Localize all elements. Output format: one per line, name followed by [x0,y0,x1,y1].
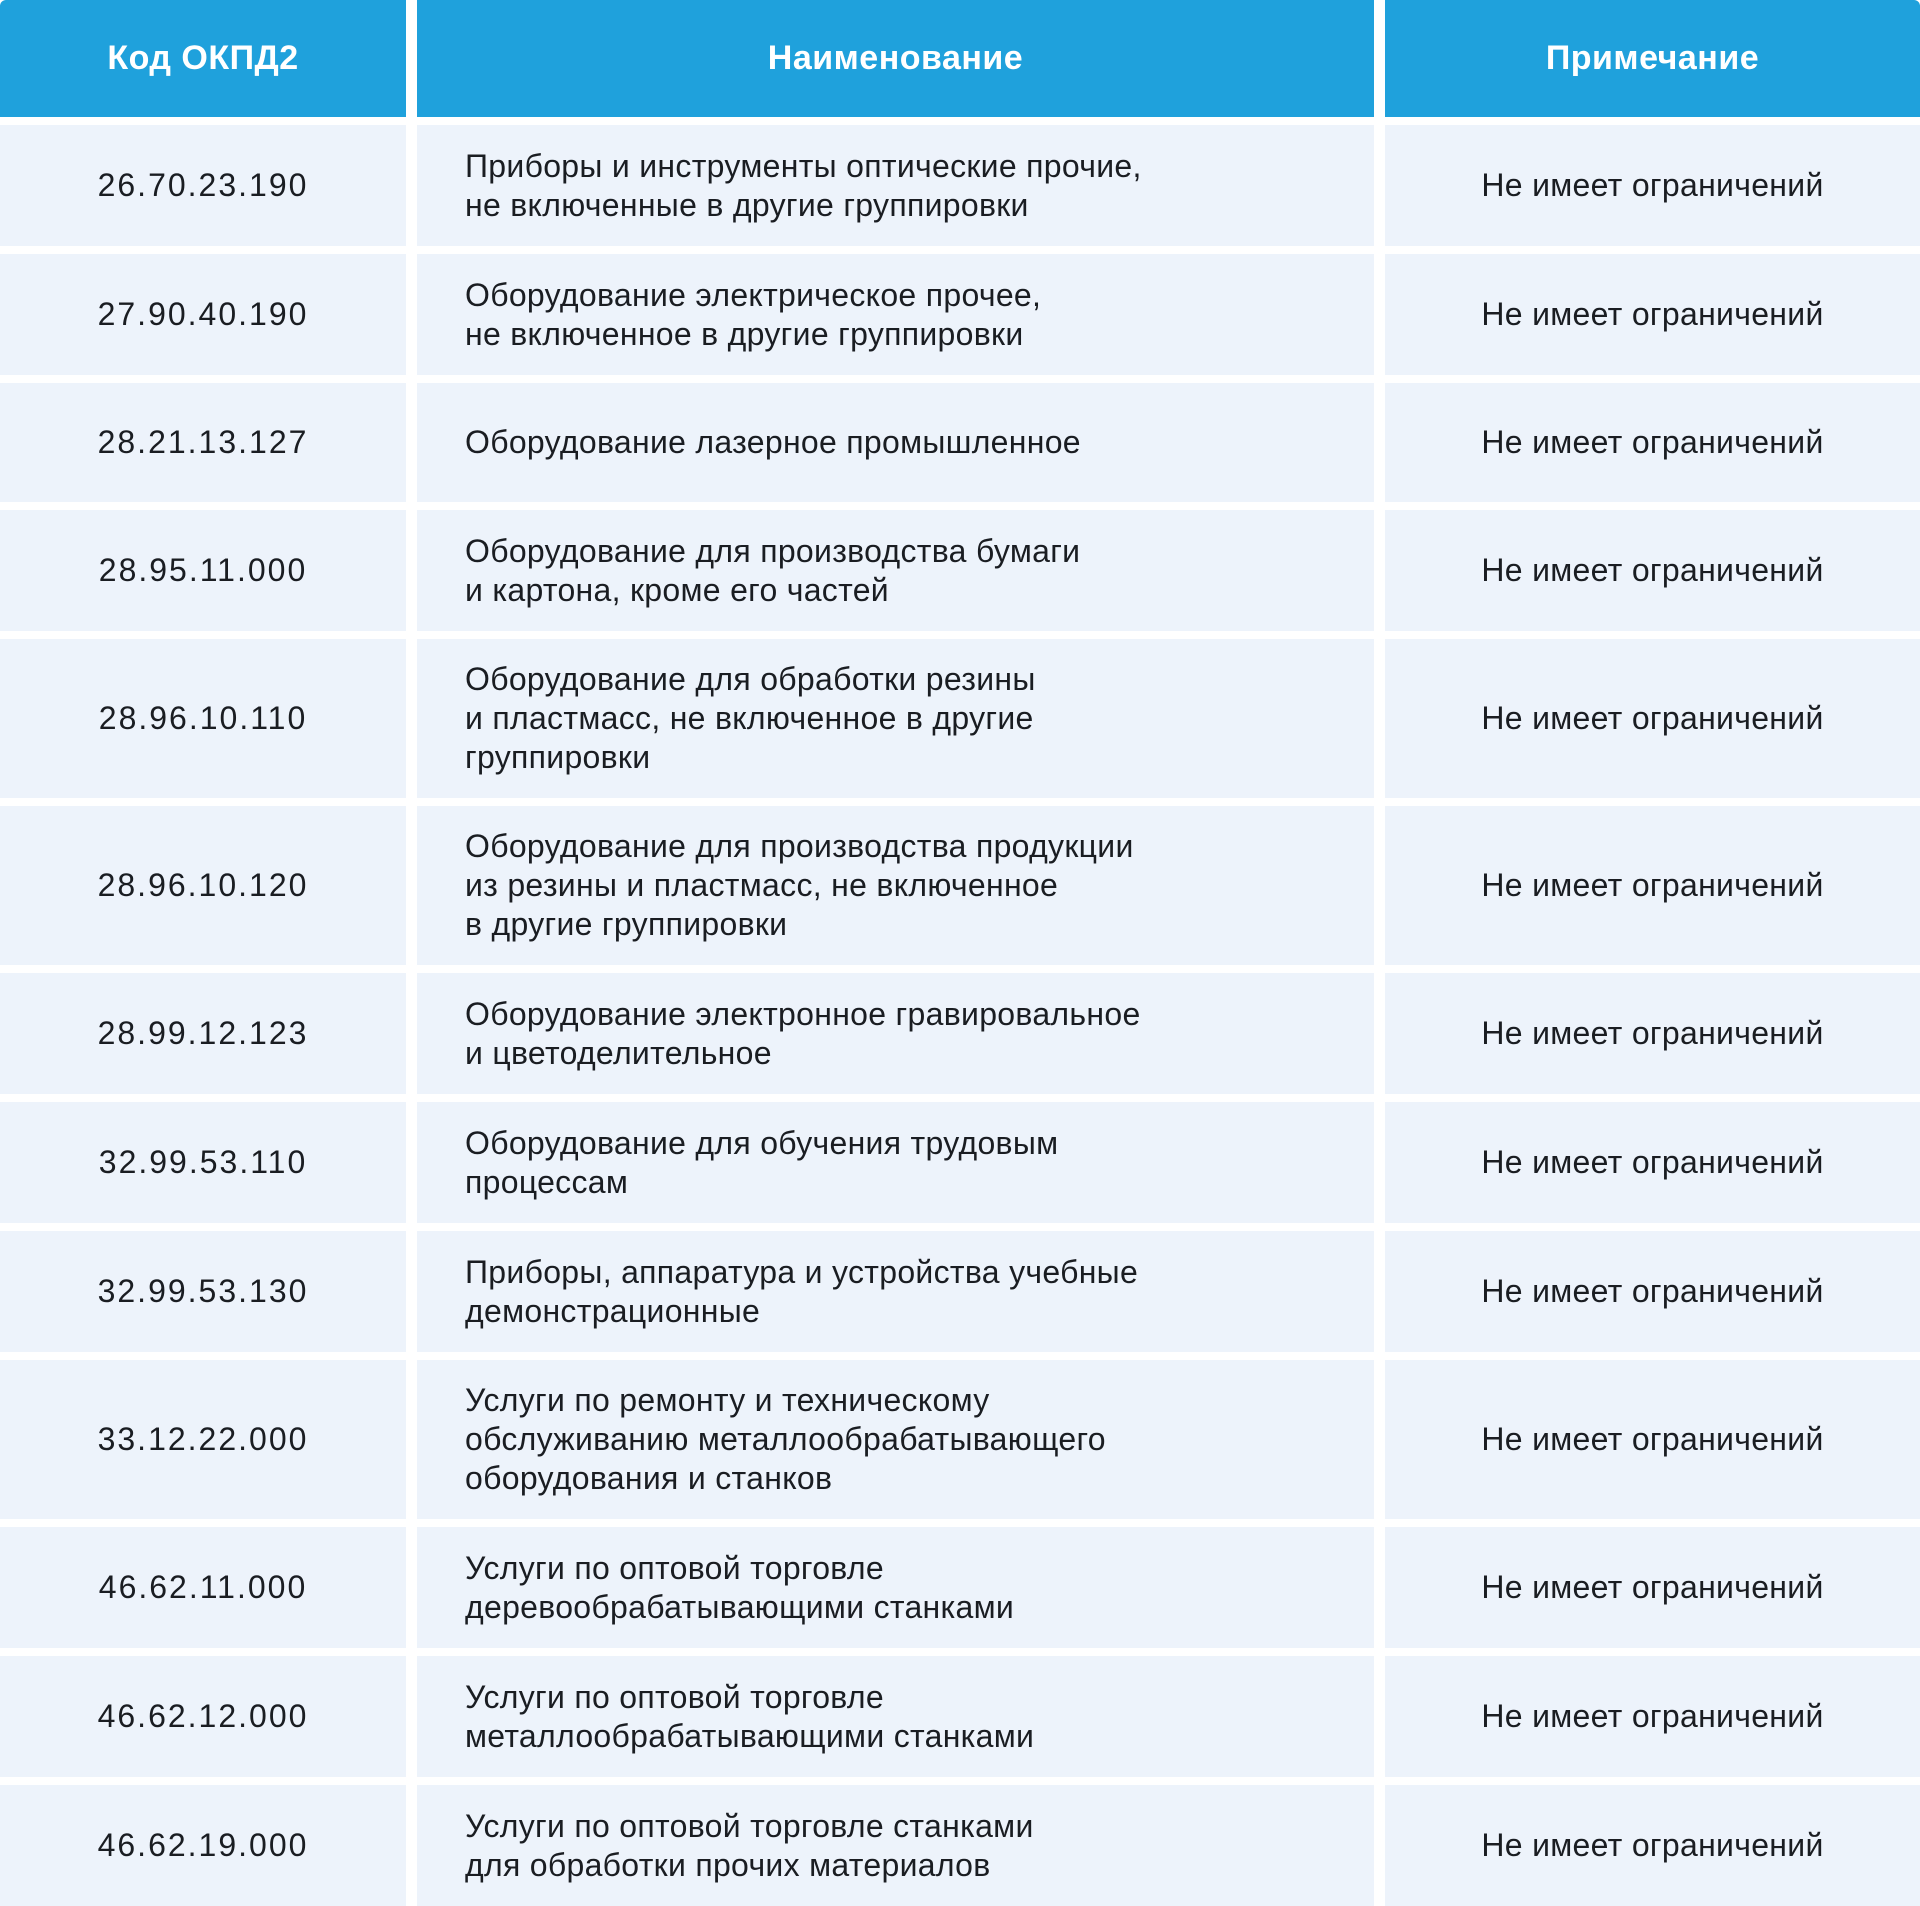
code-cell: 46.62.11.000 [0,1527,406,1648]
name-cell: Услуги по оптовой торговле деревообрабат… [417,1527,1374,1648]
name-cell: Оборудование для обработки резины и плас… [417,639,1374,798]
note-cell: Не имеет ограничений [1385,973,1920,1094]
code-cell: 32.99.53.110 [0,1102,406,1223]
note-cell: Не имеет ограничений [1385,806,1920,965]
note-cell: Не имеет ограничений [1385,639,1920,798]
note-cell: Не имеет ограничений [1385,125,1920,246]
code-cell: 28.21.13.127 [0,383,406,502]
name-cell: Приборы, аппаратура и устройства учебные… [417,1231,1374,1352]
name-cell: Оборудование лазерное промышленное [417,383,1374,502]
name-cell: Оборудование электронное гравировальное … [417,973,1374,1094]
name-cell: Оборудование для обучения трудовым проце… [417,1102,1374,1223]
code-cell: 28.96.10.120 [0,806,406,965]
column-header-code: Код ОКПД2 [0,0,406,117]
column-header-name: Наименование [417,0,1374,117]
name-cell: Услуги по ремонту и техническому обслужи… [417,1360,1374,1519]
note-cell: Не имеет ограничений [1385,254,1920,375]
code-cell: 46.62.12.000 [0,1656,406,1777]
column-header-note: Примечание [1385,0,1920,117]
note-cell: Не имеет ограничений [1385,1527,1920,1648]
note-cell: Не имеет ограничений [1385,1785,1920,1906]
code-cell: 26.70.23.190 [0,125,406,246]
code-cell: 28.95.11.000 [0,510,406,631]
note-cell: Не имеет ограничений [1385,1656,1920,1777]
note-cell: Не имеет ограничений [1385,1231,1920,1352]
name-cell: Оборудование для производства бумаги и к… [417,510,1374,631]
code-cell: 33.12.22.000 [0,1360,406,1519]
code-cell: 28.96.10.110 [0,639,406,798]
note-cell: Не имеет ограничений [1385,1102,1920,1223]
name-cell: Услуги по оптовой торговле станками для … [417,1785,1374,1906]
code-cell: 46.62.19.000 [0,1785,406,1906]
code-cell: 28.99.12.123 [0,973,406,1094]
code-cell: 32.99.53.130 [0,1231,406,1352]
note-cell: Не имеет ограничений [1385,510,1920,631]
name-cell: Приборы и инструменты оптические прочие,… [417,125,1374,246]
name-cell: Оборудование электрическое прочее, не вк… [417,254,1374,375]
name-cell: Оборудование для производства продукции … [417,806,1374,965]
name-cell: Услуги по оптовой торговле металлообраба… [417,1656,1374,1777]
note-cell: Не имеет ограничений [1385,383,1920,502]
code-cell: 27.90.40.190 [0,254,406,375]
note-cell: Не имеет ограничений [1385,1360,1920,1519]
